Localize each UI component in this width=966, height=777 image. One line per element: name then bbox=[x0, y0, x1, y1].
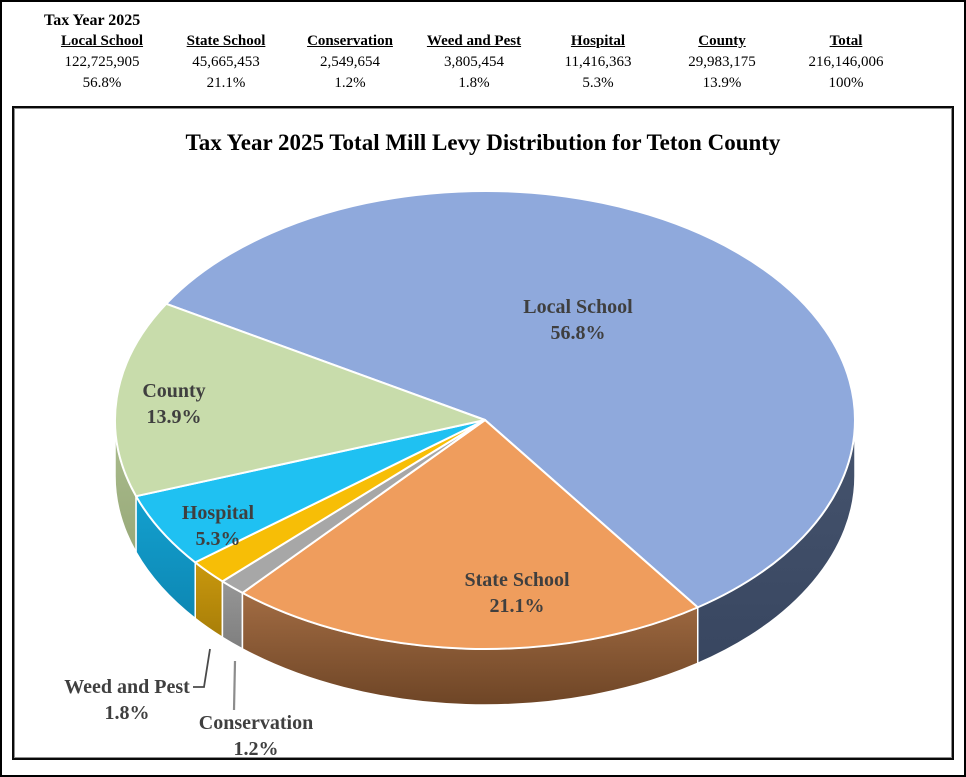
table-header-6: Total bbox=[829, 33, 863, 49]
table-header-5: County bbox=[698, 33, 746, 49]
table-caption: Tax Year 2025 bbox=[44, 12, 141, 29]
table-value-3: 3,805,454 bbox=[444, 54, 504, 70]
table-pct-5: 13.9% bbox=[702, 75, 742, 91]
table-pct-0: 56.8% bbox=[82, 75, 122, 91]
table-header-2: Conservation bbox=[307, 33, 393, 49]
conservation-leader-line bbox=[232, 660, 237, 711]
pie-chart-box: Tax Year 2025 Total Mill Levy Distributi… bbox=[12, 106, 954, 760]
weed-and-pest-leader-line bbox=[193, 648, 211, 688]
summary-table: Tax Year 2025 Local School State School Co… bbox=[40, 10, 908, 94]
table-value-6: 216,146,006 bbox=[808, 54, 884, 70]
pie-slice-county-top bbox=[114, 302, 486, 498]
table-pct-1: 21.1% bbox=[206, 75, 246, 91]
table-value-2: 2,549,654 bbox=[320, 54, 380, 70]
table-value-1: 45,665,453 bbox=[192, 54, 260, 70]
table-pct-2: 1.2% bbox=[334, 75, 366, 91]
table-pct-4: 5.3% bbox=[582, 75, 614, 91]
table-header-3: Weed and Pest bbox=[426, 33, 522, 49]
table-value-0: 122,725,905 bbox=[64, 54, 140, 70]
table-pct-6: 100% bbox=[828, 75, 864, 91]
table-header-0: Local School bbox=[60, 33, 144, 49]
pie-chart bbox=[114, 190, 856, 711]
table-header-4: Hospital bbox=[570, 33, 626, 49]
pie-slice-local-school-top bbox=[165, 190, 856, 609]
table-pct-3: 1.8% bbox=[458, 75, 490, 91]
table-grid: Local School State School Conservation Weed… bbox=[40, 31, 908, 94]
chart-title: Tax Year 2025 Total Mill Levy Distributi… bbox=[185, 130, 781, 155]
table-header-1: State School bbox=[186, 33, 266, 49]
pie-slice-state-school-top bbox=[241, 419, 699, 650]
table-value-5: 29,983,175 bbox=[688, 54, 756, 70]
table-value-4: 11,416,363 bbox=[564, 54, 632, 70]
